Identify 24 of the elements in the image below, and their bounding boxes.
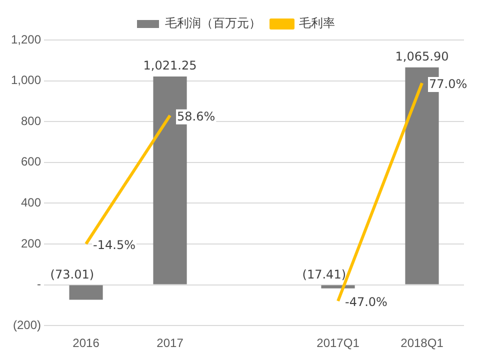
y-tick-label: - [37,277,42,292]
legend-label: 毛利润（百万元） [165,16,261,30]
y-tick-label: 600 [21,154,42,169]
y-tick-label: 200 [21,236,42,250]
x-tick-label: 2017 [156,336,184,350]
y-tick-label: (200) [13,318,42,332]
data-label: -14.5% [93,238,136,252]
data-label: 77.0% [429,77,468,92]
data-label: 1,021.25 [143,58,197,73]
x-tick-label: 2016 [72,336,100,350]
bar [321,285,355,288]
y-tick-label: 400 [21,196,42,210]
x-tick-label: 2017Q1 [316,336,360,350]
y-tick-label: 800 [21,114,42,128]
legend-label: 毛利率 [299,16,335,30]
data-label: 58.6% [177,110,216,124]
data-label: (17.41) [302,267,346,282]
x-tick-label: 2018Q1 [400,336,444,350]
y-tick-label: 1,200 [11,32,42,46]
data-label: (73.01) [50,267,94,282]
data-label: -47.0% [345,295,388,310]
data-label: 1,065.90 [395,49,449,64]
y-tick-label: 1,000 [11,73,42,88]
bar [69,285,103,300]
